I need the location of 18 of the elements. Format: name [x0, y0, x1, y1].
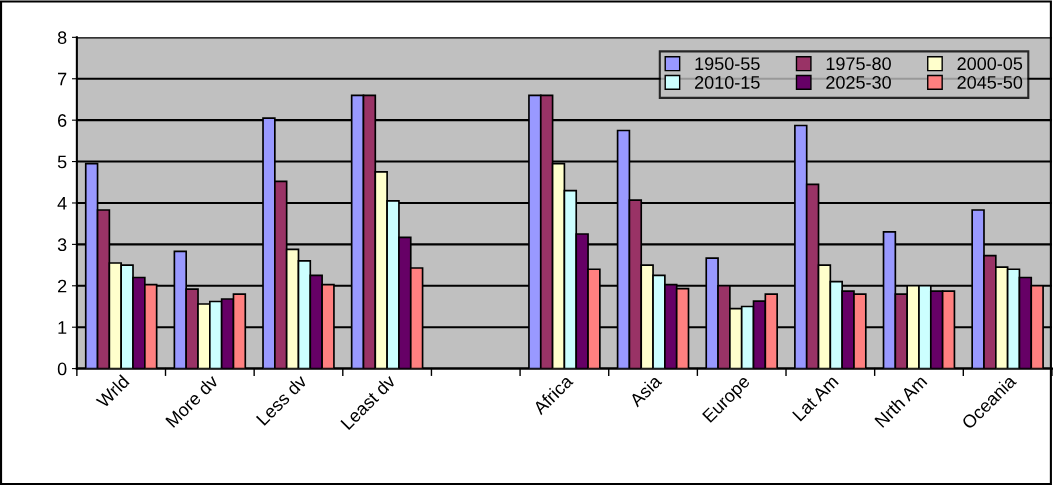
y-tick-label: 3 — [57, 238, 67, 252]
x-tick-label: Asia — [628, 373, 663, 408]
x-tick-label: Nrth Am — [873, 374, 928, 428]
legend-label: 2045-50 — [957, 76, 1023, 89]
legend-label: 1975-80 — [826, 57, 891, 71]
y-tick-label: 4 — [57, 197, 67, 210]
y-tick-label: 1 — [58, 321, 67, 334]
legend-label: 2010-15 — [695, 76, 760, 89]
y-tick-label: 7 — [58, 72, 67, 86]
y-tick-label: 0 — [57, 362, 67, 376]
legend-label: 2025-30 — [826, 76, 891, 89]
y-tick-label: 5 — [57, 155, 67, 169]
legend-label: 1950-55 — [695, 57, 760, 71]
y-tick-label: 8 — [57, 31, 67, 45]
y-tick-label: 2 — [58, 279, 67, 293]
y-tick-label: 6 — [58, 114, 67, 127]
legend-label: 2000-05 — [957, 57, 1023, 71]
x-tick-label: Lat Am — [792, 374, 839, 422]
